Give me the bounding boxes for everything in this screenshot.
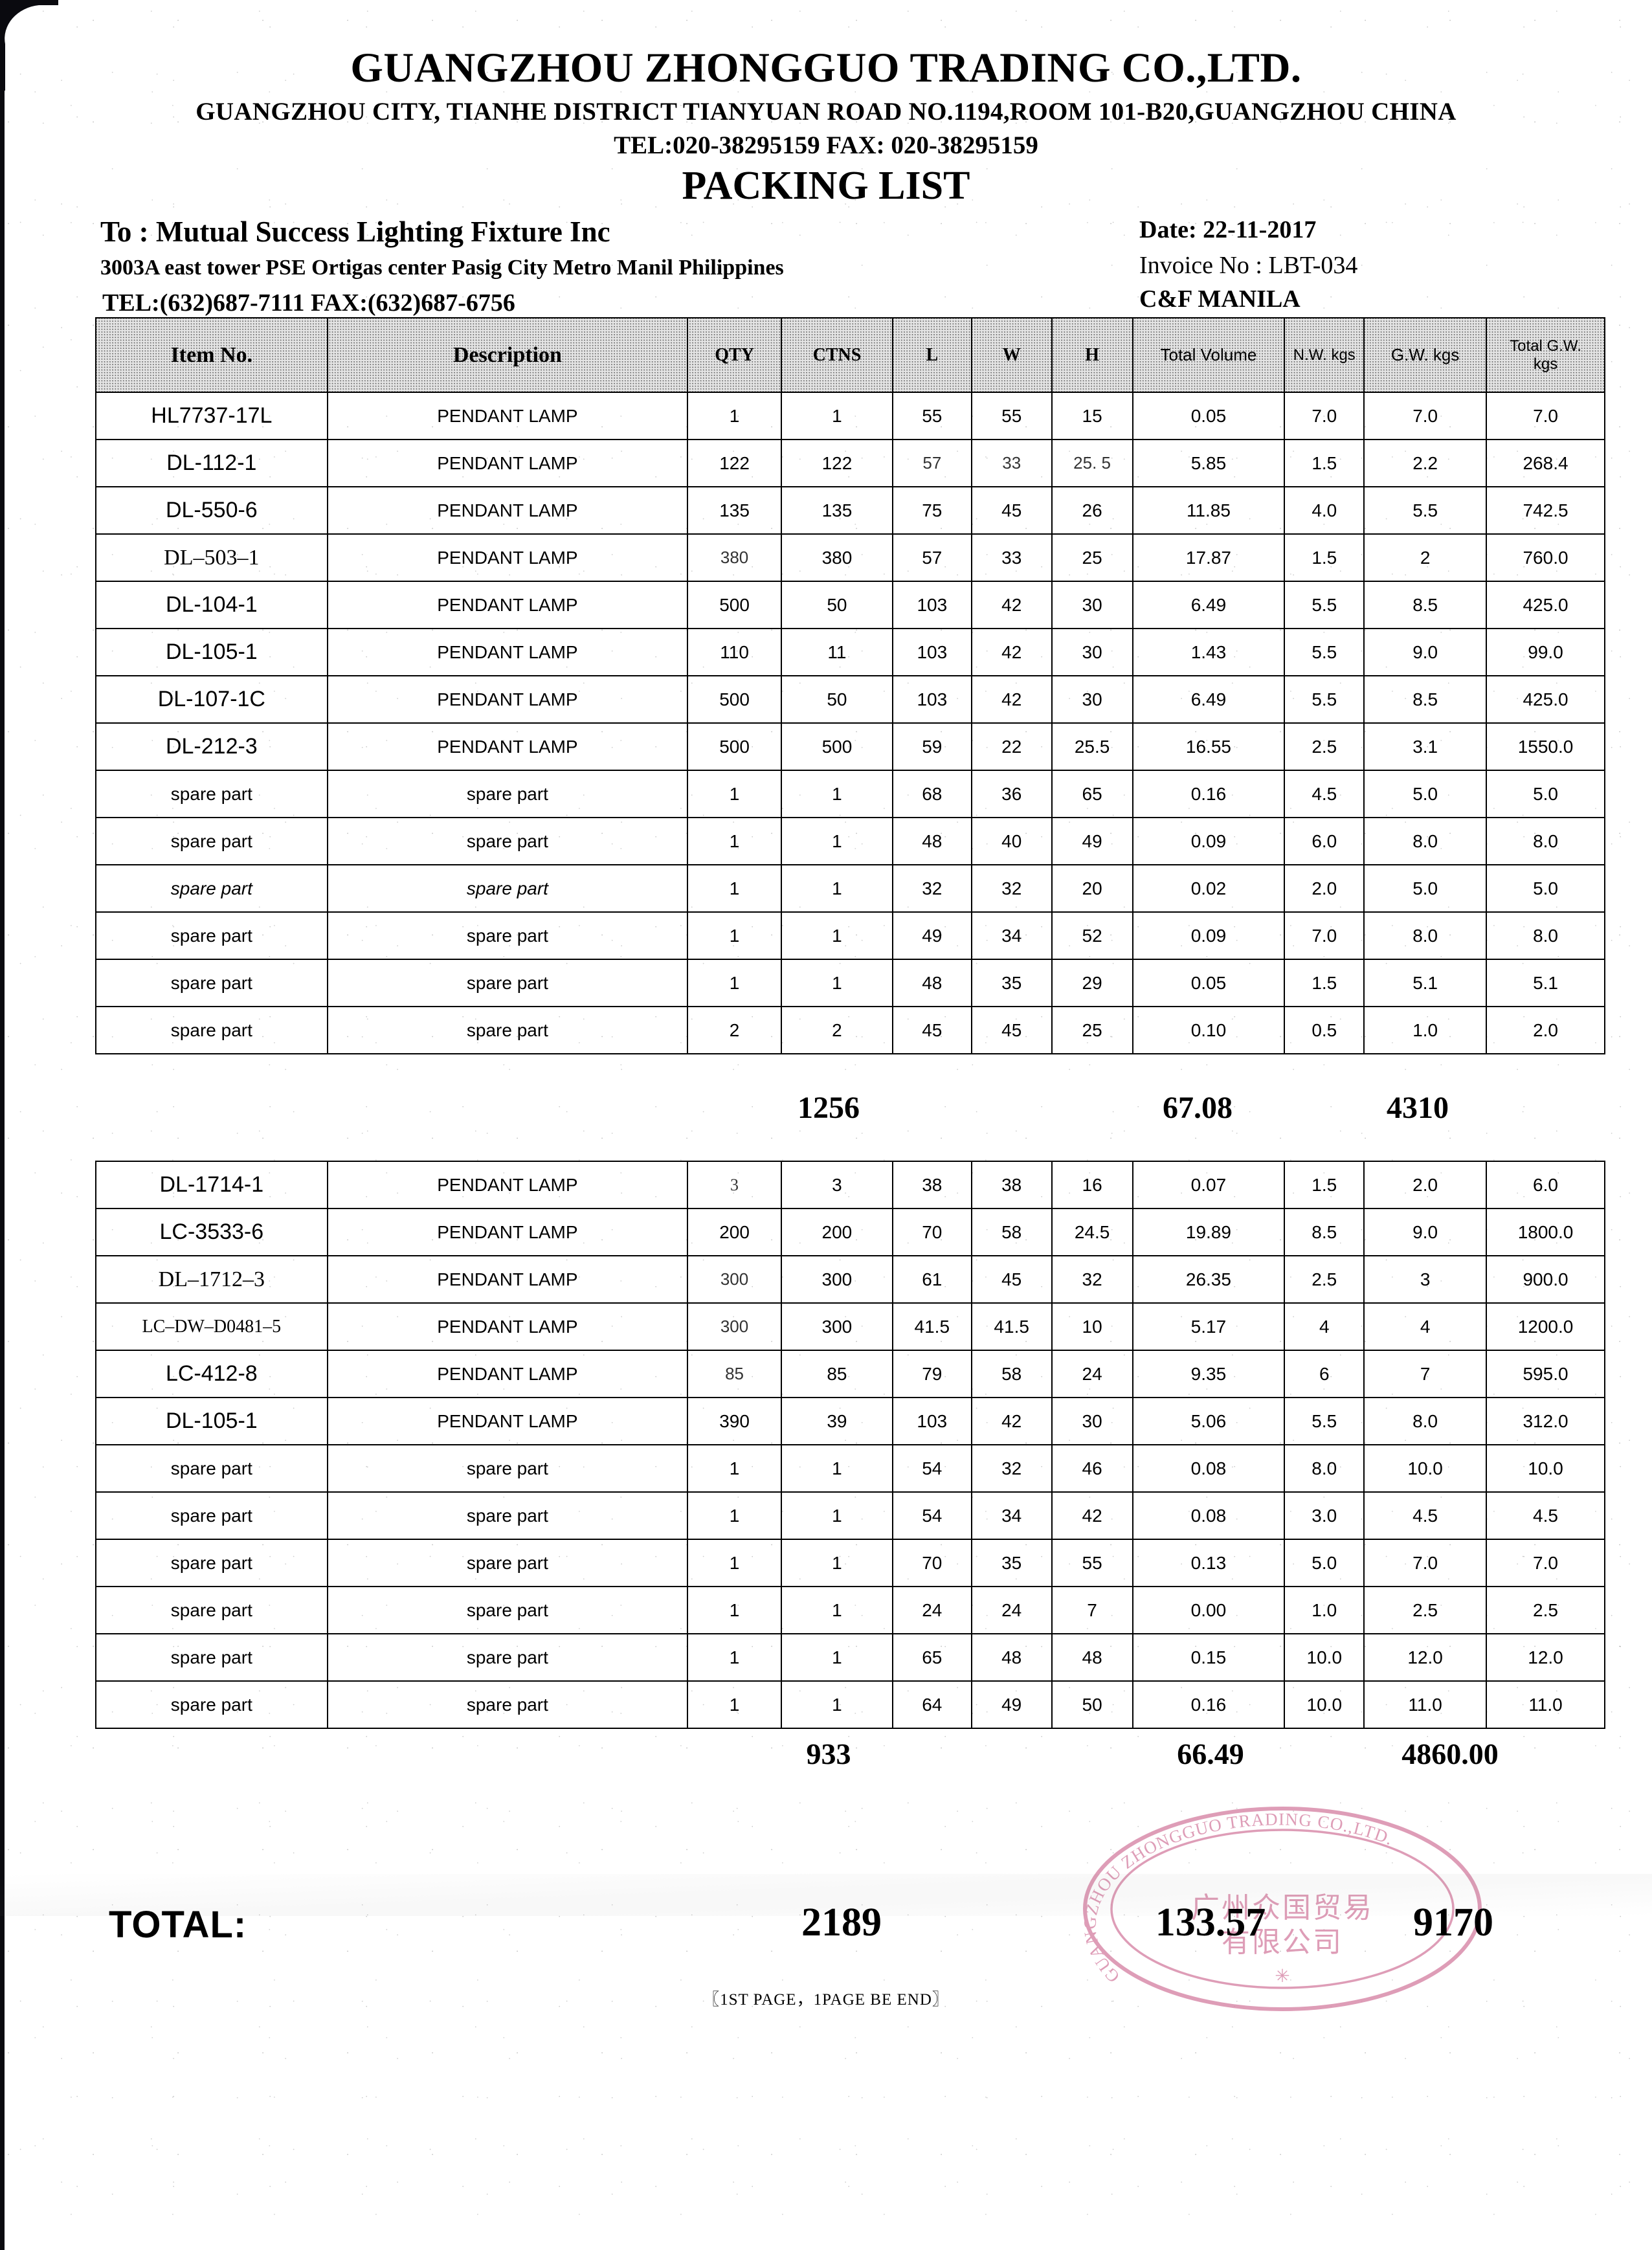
- svg-text:✳: ✳: [1275, 1966, 1289, 1987]
